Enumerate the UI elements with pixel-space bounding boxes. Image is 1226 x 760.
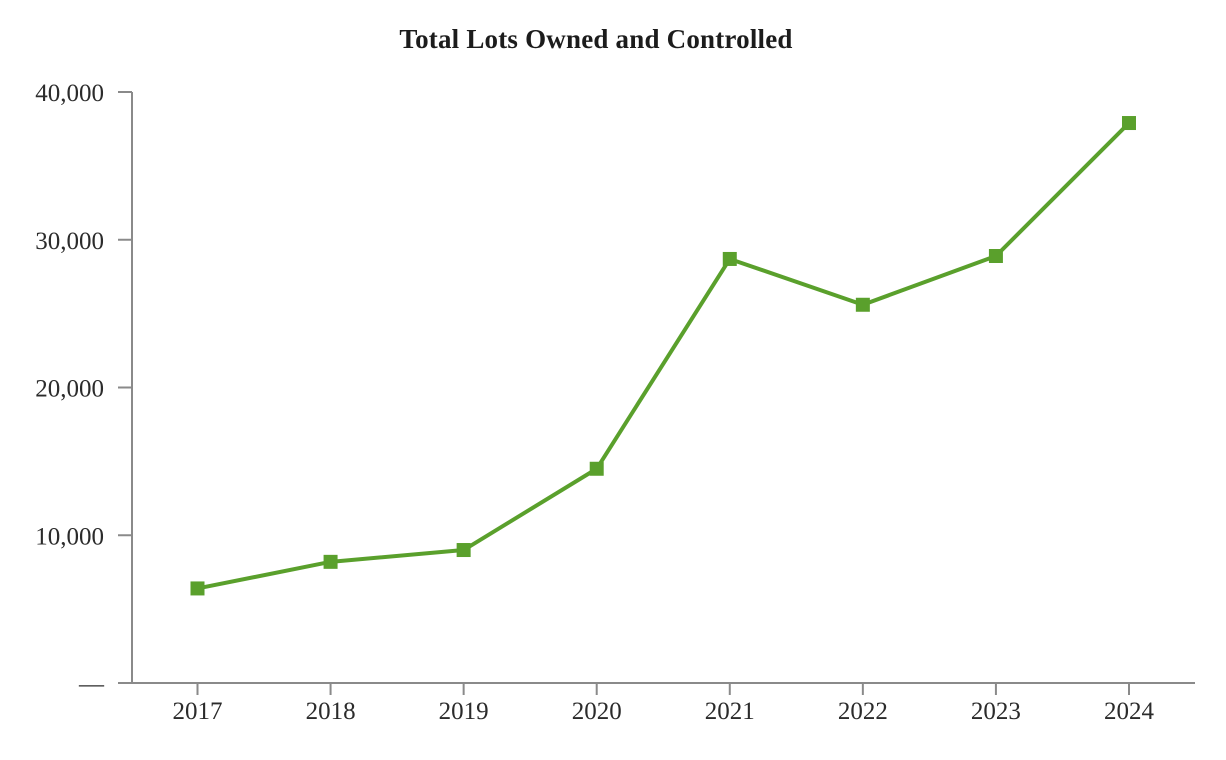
x-tick-label: 2023: [971, 698, 1021, 725]
x-tick-label: 2022: [838, 698, 888, 725]
x-tick-label: 2018: [306, 698, 356, 725]
x-tick-label: 2021: [705, 698, 755, 725]
data-series-line: [195, 121, 1131, 591]
x-tick-label: 2017: [173, 698, 223, 725]
y-tick-label: 10,000: [35, 523, 104, 550]
chart-title: Total Lots Owned and Controlled: [399, 24, 793, 54]
y-tick-label: 30,000: [35, 228, 104, 255]
data-point-marker: [323, 554, 338, 569]
data-point-marker: [456, 543, 471, 558]
x-tick-label: 2024: [1104, 698, 1155, 725]
data-point-marker: [988, 249, 1003, 264]
data-point-marker: [589, 461, 604, 476]
y-tick-label: 20,000: [35, 376, 104, 403]
y-tick-label: —: [78, 671, 105, 698]
data-point-marker: [722, 251, 737, 266]
x-tick-label: 2019: [439, 698, 489, 725]
data-point-marker: [1121, 116, 1136, 131]
data-point-marker: [855, 297, 870, 312]
data-point-marker: [190, 581, 205, 596]
y-tick-label: 40,000: [35, 80, 104, 107]
x-tick-label: 2020: [572, 698, 622, 725]
